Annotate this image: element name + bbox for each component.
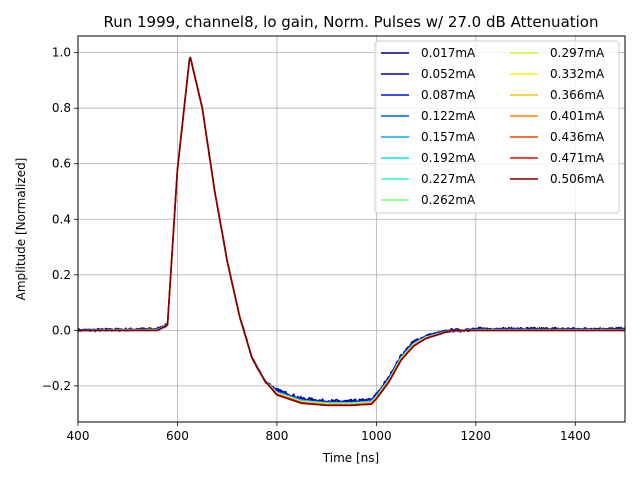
y-tick-label: 0.6	[52, 157, 71, 171]
x-axis-ticks: 400 600 800 1000 1200 1400	[67, 422, 591, 443]
series-layer	[77, 56, 626, 407]
legend-label: 0.052mA	[421, 67, 476, 81]
legend-label: 0.471mA	[550, 151, 605, 165]
legend: 0.017mA 0.052mA 0.087mA 0.122mA 0.157mA 0.192…	[374, 40, 620, 214]
legend-box	[374, 40, 620, 214]
y-tick-label: 0.4	[52, 212, 71, 226]
legend-label: 0.227mA	[421, 172, 476, 186]
x-tick-label: 1400	[560, 429, 591, 443]
legend-label: 0.436mA	[550, 130, 605, 144]
x-tick-label: 600	[166, 429, 189, 443]
plot-frame	[77, 35, 626, 423]
y-axis-label: Amplitude [Normalized]	[14, 158, 28, 301]
legend-label: 0.506mA	[550, 172, 605, 186]
y-tick-label: 0.8	[52, 101, 71, 115]
legend-label: 0.262mA	[421, 193, 476, 207]
y-axis-ticks: −0.2 0.0 0.2 0.4 0.6 0.8 1.0	[42, 46, 78, 393]
x-axis-label: Time [ns]	[322, 451, 379, 465]
legend-label: 0.087mA	[421, 88, 476, 102]
chart-title: Run 1999, channel8, lo gain, Norm. Pulse…	[103, 13, 598, 31]
x-tick-label: 400	[67, 429, 90, 443]
y-tick-label: 1.0	[52, 46, 71, 60]
legend-label: 0.017mA	[421, 46, 476, 60]
y-tick-label: 0.0	[52, 323, 71, 337]
y-tick-label: −0.2	[42, 379, 71, 393]
y-tick-label: 0.2	[52, 268, 71, 282]
x-tick-label: 1000	[361, 429, 392, 443]
legend-label: 0.157mA	[421, 130, 476, 144]
legend-label: 0.366mA	[550, 88, 605, 102]
series-line	[78, 56, 625, 407]
legend-label: 0.332mA	[550, 67, 605, 81]
legend-label: 0.192mA	[421, 151, 476, 165]
x-tick-label: 1200	[461, 429, 492, 443]
legend-label: 0.122mA	[421, 109, 476, 123]
legend-label: 0.297mA	[550, 46, 605, 60]
legend-label: 0.401mA	[550, 109, 605, 123]
x-tick-label: 800	[265, 429, 288, 443]
